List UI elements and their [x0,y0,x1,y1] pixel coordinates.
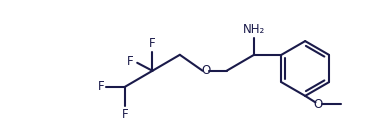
Text: F: F [122,108,128,121]
Text: F: F [149,37,156,50]
Text: O: O [201,64,210,77]
Text: NH₂: NH₂ [243,23,265,36]
Text: O: O [314,98,323,111]
Text: F: F [127,55,133,68]
Text: F: F [97,80,104,93]
